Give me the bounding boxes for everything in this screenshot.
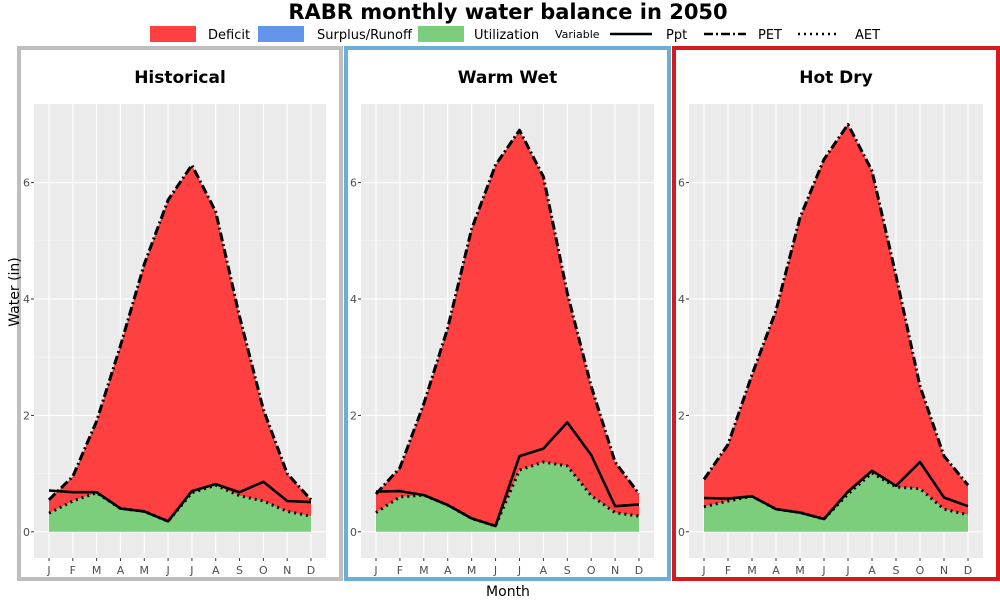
y-tick-label-2-0: 0: [678, 526, 685, 539]
y-tick-label-2-2: 4: [678, 293, 685, 306]
series-line-ppt-1: [375, 421, 640, 528]
legend-label-2: Utilization: [474, 28, 539, 43]
x-tick-label-0-5: J: [165, 564, 169, 577]
legend-line-label-1: PET: [758, 28, 782, 43]
x-axis-title: Month: [486, 584, 530, 600]
panel-title-1: Warm Wet: [458, 68, 557, 88]
series-line-ppt-0: [48, 480, 312, 523]
panel-title-0: Historical: [134, 68, 226, 88]
series-line-pet-1: [374, 128, 641, 496]
y-tick-label-0-0: 0: [23, 526, 30, 539]
utilization-area-1: [376, 462, 639, 532]
x-tick-label-2-11: D: [964, 564, 972, 577]
x-tick-label-1-6: J: [517, 564, 521, 577]
panel-0: Historical 0 2 4 6 J F M A M J J A S O N D: [17, 46, 343, 581]
y-tick-label-1-0: 0: [350, 526, 357, 539]
x-tick-label-0-10: N: [283, 564, 291, 577]
y-tick-label-1-1: 2: [350, 409, 357, 422]
legend-line-label-2: AET: [855, 28, 880, 43]
x-tick-label-2-7: A: [868, 564, 876, 577]
deficit-area-1: [376, 130, 639, 526]
series-line-aet-0: [48, 483, 312, 523]
legend-swatch-1: [258, 26, 304, 42]
y-tick-label-0-1: 2: [23, 409, 30, 422]
y-tick-label-0-2: 4: [23, 293, 30, 306]
y-tick-label-1-3: 6: [350, 177, 357, 190]
x-tick-label-1-10: N: [611, 564, 619, 577]
y-tick-label-1-2: 4: [350, 293, 357, 306]
x-tick-label-0-6: J: [189, 564, 193, 577]
panel-2: Hot Dry 0 2 4 6 J F M A M J J A S O N D: [672, 46, 1000, 581]
legend-swatch-0: [150, 26, 196, 42]
legend-label-1: Surplus/Runoff: [317, 28, 413, 43]
x-tick-label-2-1: F: [725, 564, 731, 577]
series-line-pet-2: [702, 122, 970, 487]
x-tick-label-2-8: S: [893, 564, 900, 577]
deficit-area-2: [704, 124, 968, 520]
x-tick-label-0-8: S: [236, 564, 243, 577]
x-tick-label-1-3: A: [444, 564, 452, 577]
x-tick-label-0-11: D: [307, 564, 315, 577]
x-tick-label-0-2: M: [92, 564, 102, 577]
x-tick-label-2-9: O: [916, 564, 925, 577]
x-tick-label-1-0: J: [373, 564, 377, 577]
utilization-area-0: [49, 485, 311, 532]
x-tick-label-2-10: N: [940, 564, 948, 577]
chart-legend: Deficit Surplus/Runoff Utilization Variable…: [150, 26, 880, 43]
x-tick-label-2-4: M: [795, 564, 805, 577]
panel-1: Warm Wet 0 2 4 6 J F M A M J J A S O N D: [344, 46, 671, 581]
chart-panels: Historical 0 2 4 6 J F M A M J J A S O N D Warm Wet 0 2 4 6 J F…: [17, 46, 1000, 581]
x-tick-label-0-4: M: [140, 564, 150, 577]
x-tick-label-1-11: D: [635, 564, 643, 577]
legend-variable-title: Variable: [555, 28, 600, 41]
x-tick-label-2-0: J: [701, 564, 705, 577]
series-line-ppt-2: [703, 460, 969, 521]
x-tick-label-2-2: M: [747, 564, 757, 577]
y-tick-label-2-1: 2: [678, 409, 685, 422]
x-tick-label-2-5: J: [821, 564, 825, 577]
y-tick-label-2-3: 6: [678, 177, 685, 190]
x-tick-label-2-3: A: [772, 564, 780, 577]
series-line-pet-0: [47, 163, 313, 501]
x-tick-label-1-4: M: [467, 564, 477, 577]
x-tick-label-1-9: O: [587, 564, 596, 577]
x-tick-label-1-7: A: [540, 564, 548, 577]
chart-title: RABR monthly water balance in 2050: [288, 0, 727, 24]
panel-title-2: Hot Dry: [799, 68, 873, 88]
x-tick-label-1-1: F: [397, 564, 403, 577]
x-tick-label-1-5: J: [493, 564, 497, 577]
x-tick-label-0-9: O: [259, 564, 268, 577]
legend-line-label-0: Ppt: [666, 28, 687, 43]
utilization-area-2: [704, 473, 968, 532]
y-axis-title: Water (in): [7, 257, 23, 327]
x-tick-label-0-0: J: [46, 564, 50, 577]
legend-label-0: Deficit: [208, 28, 250, 43]
x-tick-label-1-2: M: [419, 564, 429, 577]
x-tick-label-1-8: S: [564, 564, 571, 577]
x-tick-label-0-7: A: [212, 564, 220, 577]
deficit-area-0: [49, 165, 311, 522]
legend-swatch-2: [418, 26, 464, 42]
x-tick-label-2-6: J: [845, 564, 849, 577]
y-tick-label-0-3: 6: [23, 177, 30, 190]
x-tick-label-0-3: A: [117, 564, 125, 577]
x-tick-label-0-1: F: [70, 564, 76, 577]
